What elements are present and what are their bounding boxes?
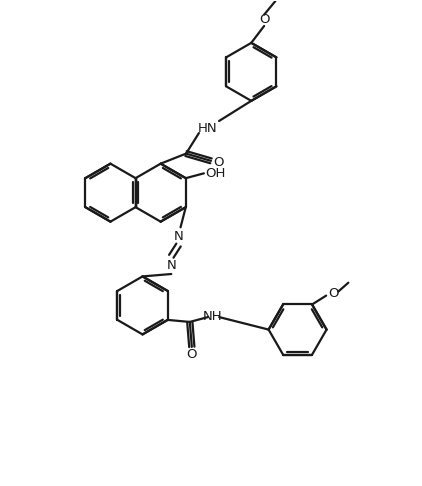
Text: O: O bbox=[259, 13, 269, 26]
Text: OH: OH bbox=[205, 167, 225, 180]
Text: N: N bbox=[166, 259, 176, 272]
Text: NH: NH bbox=[203, 310, 222, 323]
Text: N: N bbox=[173, 230, 184, 243]
Text: O: O bbox=[213, 156, 224, 169]
Text: O: O bbox=[328, 287, 339, 300]
Text: HN: HN bbox=[198, 122, 218, 135]
Text: O: O bbox=[187, 348, 197, 362]
